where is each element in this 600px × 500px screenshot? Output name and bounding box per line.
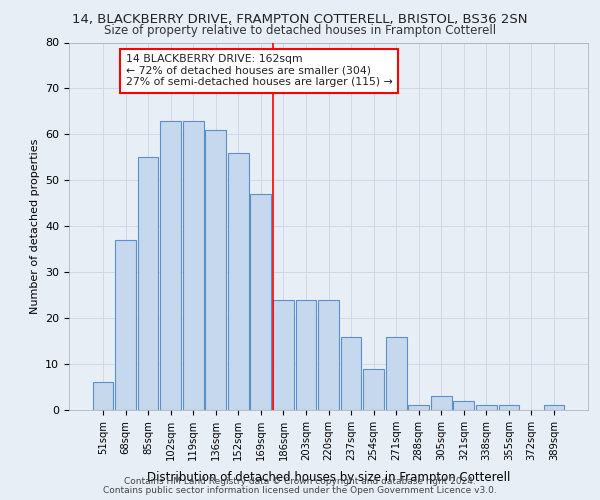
Bar: [341, 336, 361, 410]
Text: Size of property relative to detached houses in Frampton Cotterell: Size of property relative to detached ho…: [104, 24, 496, 37]
Bar: [160, 120, 181, 410]
Bar: [296, 300, 316, 410]
Bar: [431, 396, 452, 410]
Bar: [183, 120, 203, 410]
Bar: [273, 300, 294, 410]
Bar: [250, 194, 271, 410]
Bar: [499, 406, 520, 410]
Bar: [318, 300, 339, 410]
Bar: [363, 368, 384, 410]
Bar: [228, 153, 248, 410]
Text: 14, BLACKBERRY DRIVE, FRAMPTON COTTERELL, BRISTOL, BS36 2SN: 14, BLACKBERRY DRIVE, FRAMPTON COTTERELL…: [72, 13, 528, 26]
Bar: [137, 158, 158, 410]
Bar: [205, 130, 226, 410]
Text: 14 BLACKBERRY DRIVE: 162sqm
← 72% of detached houses are smaller (304)
27% of se: 14 BLACKBERRY DRIVE: 162sqm ← 72% of det…: [125, 54, 392, 87]
Text: Contains public sector information licensed under the Open Government Licence v3: Contains public sector information licen…: [103, 486, 497, 495]
Bar: [386, 336, 407, 410]
Y-axis label: Number of detached properties: Number of detached properties: [29, 138, 40, 314]
Bar: [92, 382, 113, 410]
Bar: [409, 406, 429, 410]
Bar: [115, 240, 136, 410]
Text: Contains HM Land Registry data © Crown copyright and database right 2024.: Contains HM Land Registry data © Crown c…: [124, 477, 476, 486]
X-axis label: Distribution of detached houses by size in Frampton Cotterell: Distribution of detached houses by size …: [147, 471, 510, 484]
Bar: [544, 406, 565, 410]
Bar: [454, 401, 474, 410]
Bar: [476, 406, 497, 410]
